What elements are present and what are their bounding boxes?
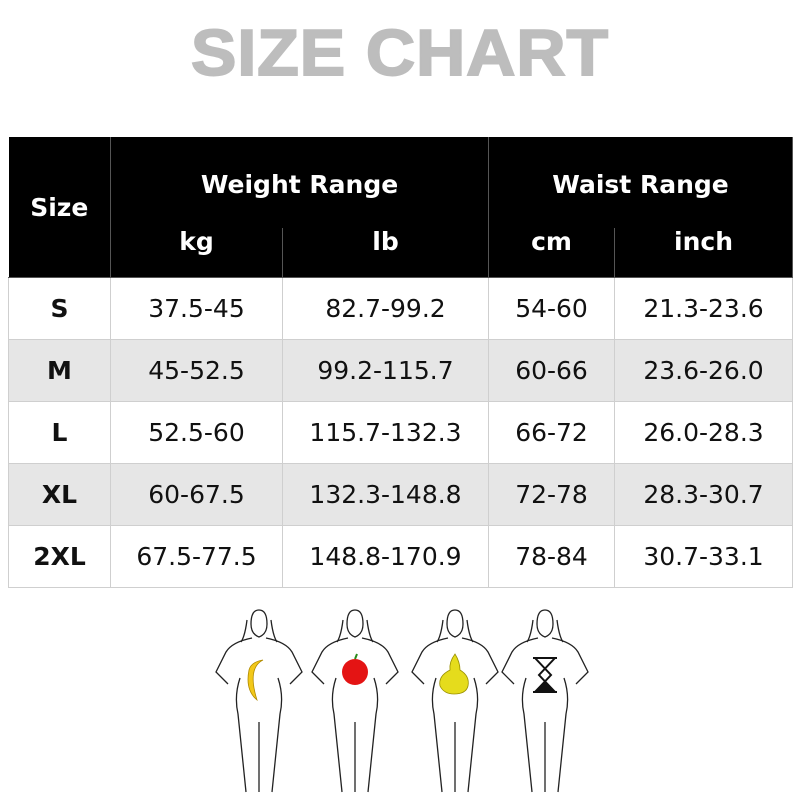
- body-shapes: [215, 609, 589, 793]
- inch-cell: 26.0-28.3: [614, 401, 794, 464]
- table-row: XL 60-67.5 132.3-148.8 72-78 28.3-30.7: [8, 463, 794, 526]
- size-cell: XL: [8, 463, 111, 526]
- lb-cell: 148.8-170.9: [281, 525, 490, 588]
- size-table: Size Weight Range Waist Range kg lb cm i…: [8, 137, 794, 588]
- table-row: S 37.5-45 82.7-99.2 54-60 21.3-23.6: [8, 277, 794, 340]
- size-cell: S: [8, 277, 111, 340]
- lb-cell: 82.7-99.2: [281, 277, 490, 340]
- kg-cell: 37.5-45: [110, 277, 283, 340]
- banana-figure: [215, 609, 303, 793]
- inch-cell: 23.6-26.0: [614, 339, 794, 402]
- kg-cell: 45-52.5: [110, 339, 283, 402]
- cm-cell: 66-72: [488, 401, 616, 464]
- kg-cell: 52.5-60: [110, 401, 283, 464]
- size-cell: L: [8, 401, 111, 464]
- weight-range-header: Weight Range: [109, 137, 490, 228]
- cm-cell: 78-84: [488, 525, 616, 588]
- banana-icon: [247, 659, 264, 702]
- inch-cell: 21.3-23.6: [614, 277, 794, 340]
- table-row: M 45-52.5 99.2-115.7 60-66 23.6-26.0: [8, 339, 794, 402]
- lb-cell: 99.2-115.7: [281, 339, 490, 402]
- cm-cell: 54-60: [488, 277, 616, 340]
- waist-range-header: Waist Range: [488, 137, 794, 228]
- table-row: L 52.5-60 115.7-132.3 66-72 26.0-28.3: [8, 401, 794, 464]
- page-title: SIZE CHART: [190, 16, 609, 90]
- size-header: Size: [8, 137, 111, 278]
- cm-header: cm: [488, 228, 616, 278]
- kg-cell: 60-67.5: [110, 463, 283, 526]
- inch-header: inch: [614, 228, 794, 278]
- cm-cell: 60-66: [488, 339, 616, 402]
- apple-figure: [311, 609, 399, 793]
- inch-cell: 30.7-33.1: [614, 525, 794, 588]
- table-row: 2XL 67.5-77.5 148.8-170.9 78-84 30.7-33.1: [8, 525, 794, 588]
- apple-icon: [342, 659, 368, 685]
- size-cell: M: [8, 339, 111, 402]
- kg-header: kg: [110, 228, 283, 278]
- lb-cell: 115.7-132.3: [281, 401, 490, 464]
- size-cell: 2XL: [8, 525, 111, 588]
- kg-cell: 67.5-77.5: [110, 525, 283, 588]
- lb-header: lb: [281, 228, 490, 278]
- lb-cell: 132.3-148.8: [281, 463, 490, 526]
- pear-figure: [411, 609, 499, 793]
- pear-icon: [439, 653, 469, 695]
- hourglass-figure: [501, 609, 589, 793]
- hourglass-icon: [533, 657, 557, 693]
- inch-cell: 28.3-30.7: [614, 463, 794, 526]
- cm-cell: 72-78: [488, 463, 616, 526]
